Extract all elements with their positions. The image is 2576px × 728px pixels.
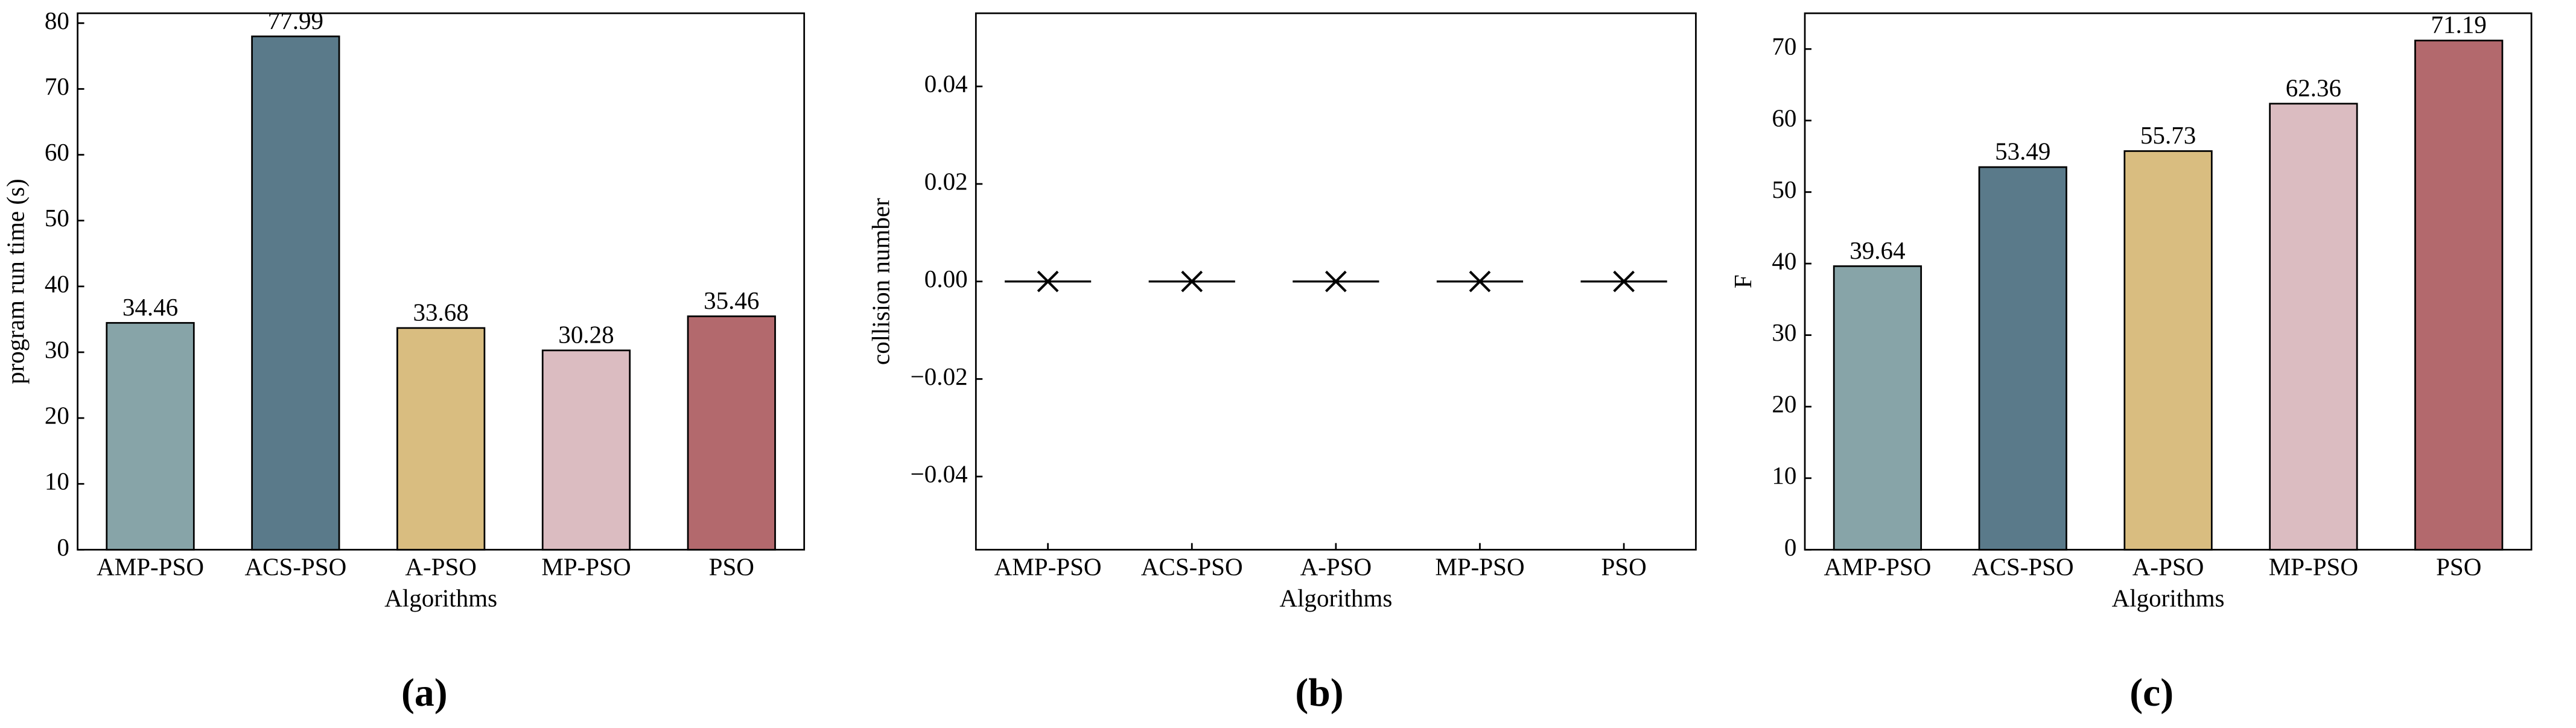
y-tick-label: 0.02: [924, 167, 968, 195]
y-tick-label: 10: [1772, 461, 1796, 489]
x-tick-label: ACS-PSO: [244, 553, 346, 581]
y-tick-label: 80: [45, 7, 69, 34]
x-tick-label: A-PSO: [2132, 553, 2204, 581]
y-tick-label: 60: [1772, 104, 1796, 131]
bar: [541, 349, 631, 551]
y-tick-label: 10: [45, 467, 69, 495]
x-tick-label: AMP-PSO: [994, 553, 1102, 581]
y-tick-label: −0.04: [911, 460, 968, 488]
value-label: 33.68: [413, 298, 468, 326]
value-label: 35.46: [704, 286, 759, 314]
value-label: 77.99: [268, 7, 323, 34]
bar: [1833, 265, 1922, 551]
y-tick-label: 0.04: [924, 70, 968, 98]
x-tick-label: MP-PSO: [2269, 553, 2358, 581]
chart-panel: −0.04 −0.02 0.00 0.02 0.04 AMP-PSO ACS-PSO A-PS…: [867, 12, 1697, 715]
value-label: 30.28: [558, 320, 614, 348]
y-tick-label: 20: [1772, 390, 1796, 418]
x-tick-label: ACS-PSO: [1141, 553, 1243, 581]
panel-label: (b): [1295, 671, 1343, 715]
x-marker: [1037, 270, 1059, 293]
y-tick-label: 0: [1784, 533, 1797, 561]
axes-frame: [975, 12, 1697, 551]
y-axis-label: collision number: [867, 198, 894, 365]
value-label: 34.46: [122, 293, 178, 321]
x-marker: [1325, 270, 1347, 293]
y-tick-label: −0.02: [911, 362, 968, 390]
chart-panel: 0 10 20 30 40 50 60 70 80 AMP-PSO 34.46 ACS-PSO 77.9…: [2, 7, 806, 715]
y-tick-label: 0.00: [924, 265, 968, 293]
panel-label: (a): [401, 671, 448, 715]
x-marker: [1613, 270, 1635, 293]
value-label: 55.73: [2140, 121, 2196, 149]
x-axis-label: Algorithms: [384, 584, 497, 612]
value-label: 39.64: [1849, 236, 1905, 264]
x-marker: [1469, 270, 1491, 293]
x-tick-label: PSO: [709, 553, 754, 581]
y-tick-label: 0: [57, 533, 69, 561]
x-marker: [1181, 270, 1203, 293]
bar: [2269, 103, 2358, 551]
x-tick-label: PSO: [1601, 553, 1646, 581]
bar: [1978, 166, 2067, 551]
panel-label: (c): [2129, 671, 2174, 715]
x-axis-label: Algorithms: [1279, 584, 1392, 612]
x-tick-label: MP-PSO: [541, 553, 631, 581]
y-axis-label: F: [1729, 274, 1757, 288]
x-tick-label: AMP-PSO: [1824, 553, 1932, 581]
y-tick-label: 50: [1772, 176, 1796, 203]
value-label: 53.49: [1995, 138, 2050, 165]
value-label: 71.19: [2431, 11, 2487, 39]
x-tick-label: AMP-PSO: [97, 553, 204, 581]
y-tick-label: 60: [45, 138, 69, 166]
y-tick-label: 50: [45, 204, 69, 232]
y-tick-label: 20: [45, 402, 69, 429]
value-label: 62.36: [2286, 74, 2341, 101]
x-tick-label: A-PSO: [1300, 553, 1372, 581]
x-tick-label: A-PSO: [405, 553, 477, 581]
y-tick-label: 70: [1772, 33, 1796, 60]
y-axis-label: program run time (s): [2, 179, 30, 384]
bar: [2414, 39, 2504, 551]
bar: [2123, 150, 2213, 551]
bar: [106, 321, 195, 551]
y-tick-label: 30: [45, 335, 69, 363]
axes-frame: [77, 12, 806, 551]
y-tick-label: 30: [1772, 318, 1796, 346]
bar: [396, 327, 486, 551]
x-axis-label: Algorithms: [2112, 584, 2225, 612]
chart-panel: 0 10 20 30 40 50 60 70 AMP-PSO 39.64 ACS-PSO 53.49 A…: [1729, 11, 2533, 715]
bar: [251, 35, 340, 551]
x-tick-label: MP-PSO: [1435, 553, 1524, 581]
bar: [687, 315, 776, 551]
y-tick-label: 40: [1772, 247, 1796, 274]
y-tick-label: 40: [45, 270, 69, 297]
x-tick-label: ACS-PSO: [1972, 553, 2074, 581]
axes-frame: [1804, 12, 2533, 551]
y-tick-label: 70: [45, 72, 69, 100]
x-tick-label: PSO: [2436, 553, 2481, 581]
